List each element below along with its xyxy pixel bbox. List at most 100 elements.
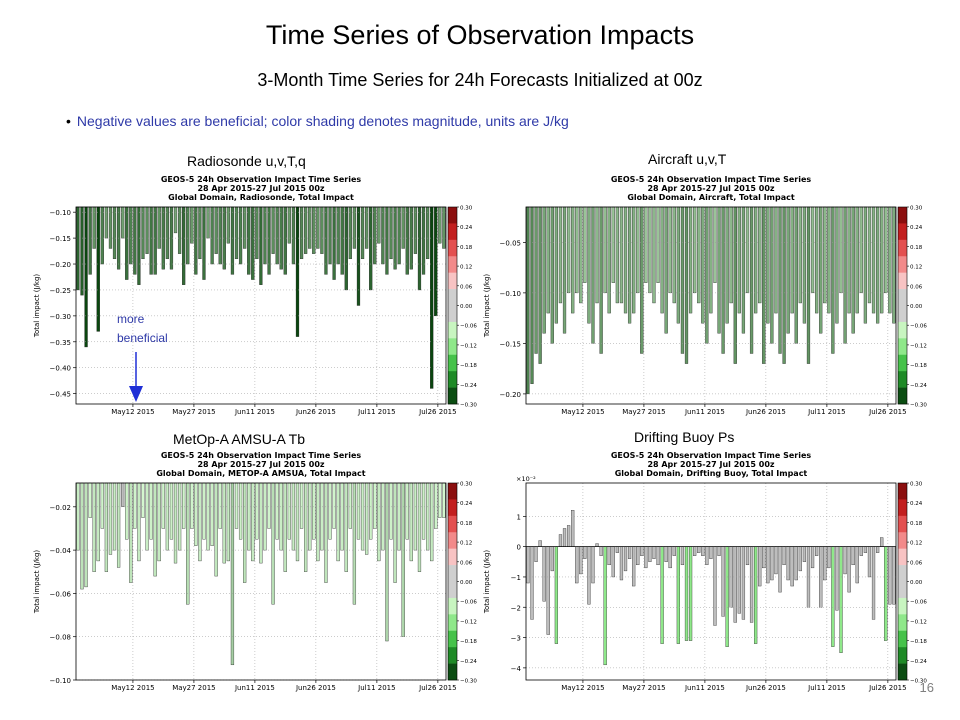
bar [627, 546, 632, 559]
colorbar-label: −0.24 [460, 383, 477, 389]
bar [405, 206, 409, 275]
xtick-label: May12 2015 [561, 408, 604, 416]
bar [566, 206, 571, 294]
bar [701, 546, 705, 556]
bar [843, 546, 847, 575]
bar [595, 543, 599, 547]
colorbar-label: −0.06 [910, 600, 927, 606]
bar [173, 206, 178, 234]
bar [538, 540, 542, 547]
bar [259, 482, 263, 564]
chart-title-line: Global Domain, Aircraft, Total Impact [627, 193, 795, 202]
bar [867, 546, 872, 578]
ytick-label: −1 [511, 574, 521, 582]
bar [603, 206, 607, 294]
ytick-label: −4 [511, 665, 522, 673]
bar [401, 482, 405, 637]
bar [299, 482, 304, 529]
bar [243, 206, 247, 249]
chart-aircraft: GEOS-5 24h Observation Impact Time Serie… [483, 175, 927, 416]
xtick-label: Jul26 2015 [868, 408, 906, 416]
chart-metop-amsua: GEOS-5 24h Observation Impact Time Serie… [33, 451, 477, 692]
bar [619, 206, 624, 304]
bar [835, 206, 839, 324]
colorbar-segment [898, 515, 907, 533]
bar [676, 206, 680, 324]
colorbar-label: 0.24 [460, 225, 473, 231]
chart-title-line: 28 Apr 2015-27 Jul 2015 00z [647, 184, 774, 193]
colorbar-segment [448, 532, 457, 549]
bar [344, 482, 348, 572]
bar [827, 206, 831, 314]
colorbar-segment [898, 647, 907, 664]
xtick-label: Jun11 2015 [684, 684, 725, 692]
colorbar-segment [448, 272, 457, 290]
bar [754, 546, 758, 644]
bar [234, 206, 239, 260]
bar [827, 546, 831, 569]
colorbar-label: −0.12 [910, 343, 927, 349]
xtick-label: Jul11 2015 [357, 408, 395, 416]
bar [182, 482, 186, 529]
bar [562, 206, 567, 334]
page-subtitle: 3-Month Time Series for 24h Forecasts In… [257, 70, 703, 90]
bar [316, 482, 320, 562]
chart-radiosonde: GEOS-5 24h Observation Impact Time Serie… [33, 175, 477, 416]
bar [660, 546, 664, 644]
bar [778, 546, 782, 593]
bar [693, 546, 697, 556]
bar [668, 206, 672, 294]
bar [243, 482, 247, 583]
colorbar-segment [898, 614, 907, 632]
bar [397, 206, 401, 265]
colorbar-segment [898, 663, 907, 681]
bar [324, 482, 328, 583]
colorbar-segment [898, 305, 907, 323]
bar [815, 206, 819, 314]
bar [145, 206, 149, 254]
ytick-label: 0 [517, 544, 521, 552]
colorbar-segment [898, 338, 907, 356]
bar [847, 546, 851, 593]
colorbar-segment [448, 515, 457, 533]
bar [121, 206, 125, 239]
bar [770, 546, 774, 581]
bar [202, 206, 206, 280]
bar [141, 482, 145, 518]
xtick-label: May27 2015 [172, 684, 215, 692]
bar [688, 546, 693, 641]
bar [599, 546, 603, 556]
bar [717, 546, 721, 556]
bar [365, 206, 369, 249]
bar [100, 482, 104, 529]
ytick-label: 1 [517, 513, 521, 521]
bar [336, 482, 340, 562]
colorbar-segment [898, 630, 907, 648]
bar [729, 206, 733, 304]
chart-title-line: Global Domain, METOP-A AMSUA, Total Impa… [156, 469, 365, 478]
colorbar-segment [898, 321, 907, 339]
bar [413, 482, 418, 551]
xtick-label: Jul11 2015 [357, 684, 395, 692]
ytick-label: −0.45 [50, 391, 71, 399]
bar [279, 482, 283, 551]
colorbar-label: 0.12 [910, 265, 922, 271]
bar [648, 546, 652, 562]
xtick-label: Jul11 2015 [807, 408, 845, 416]
colorbar-segment [448, 565, 457, 582]
colorbar-segment [448, 338, 457, 356]
xtick-label: May12 2015 [111, 408, 154, 416]
bar [425, 482, 430, 551]
bar [198, 206, 202, 260]
bar [401, 206, 405, 249]
bar [360, 482, 365, 551]
xtick-label: Jul26 2015 [418, 408, 456, 416]
bar [377, 206, 381, 244]
colorbar-segment [448, 305, 457, 323]
bar [153, 482, 157, 577]
bar [202, 482, 206, 540]
bar [226, 206, 230, 244]
ylabel: Total impact (J/kg) [483, 550, 491, 615]
colorbar-label: 0.00 [910, 580, 923, 586]
bar [847, 206, 851, 314]
